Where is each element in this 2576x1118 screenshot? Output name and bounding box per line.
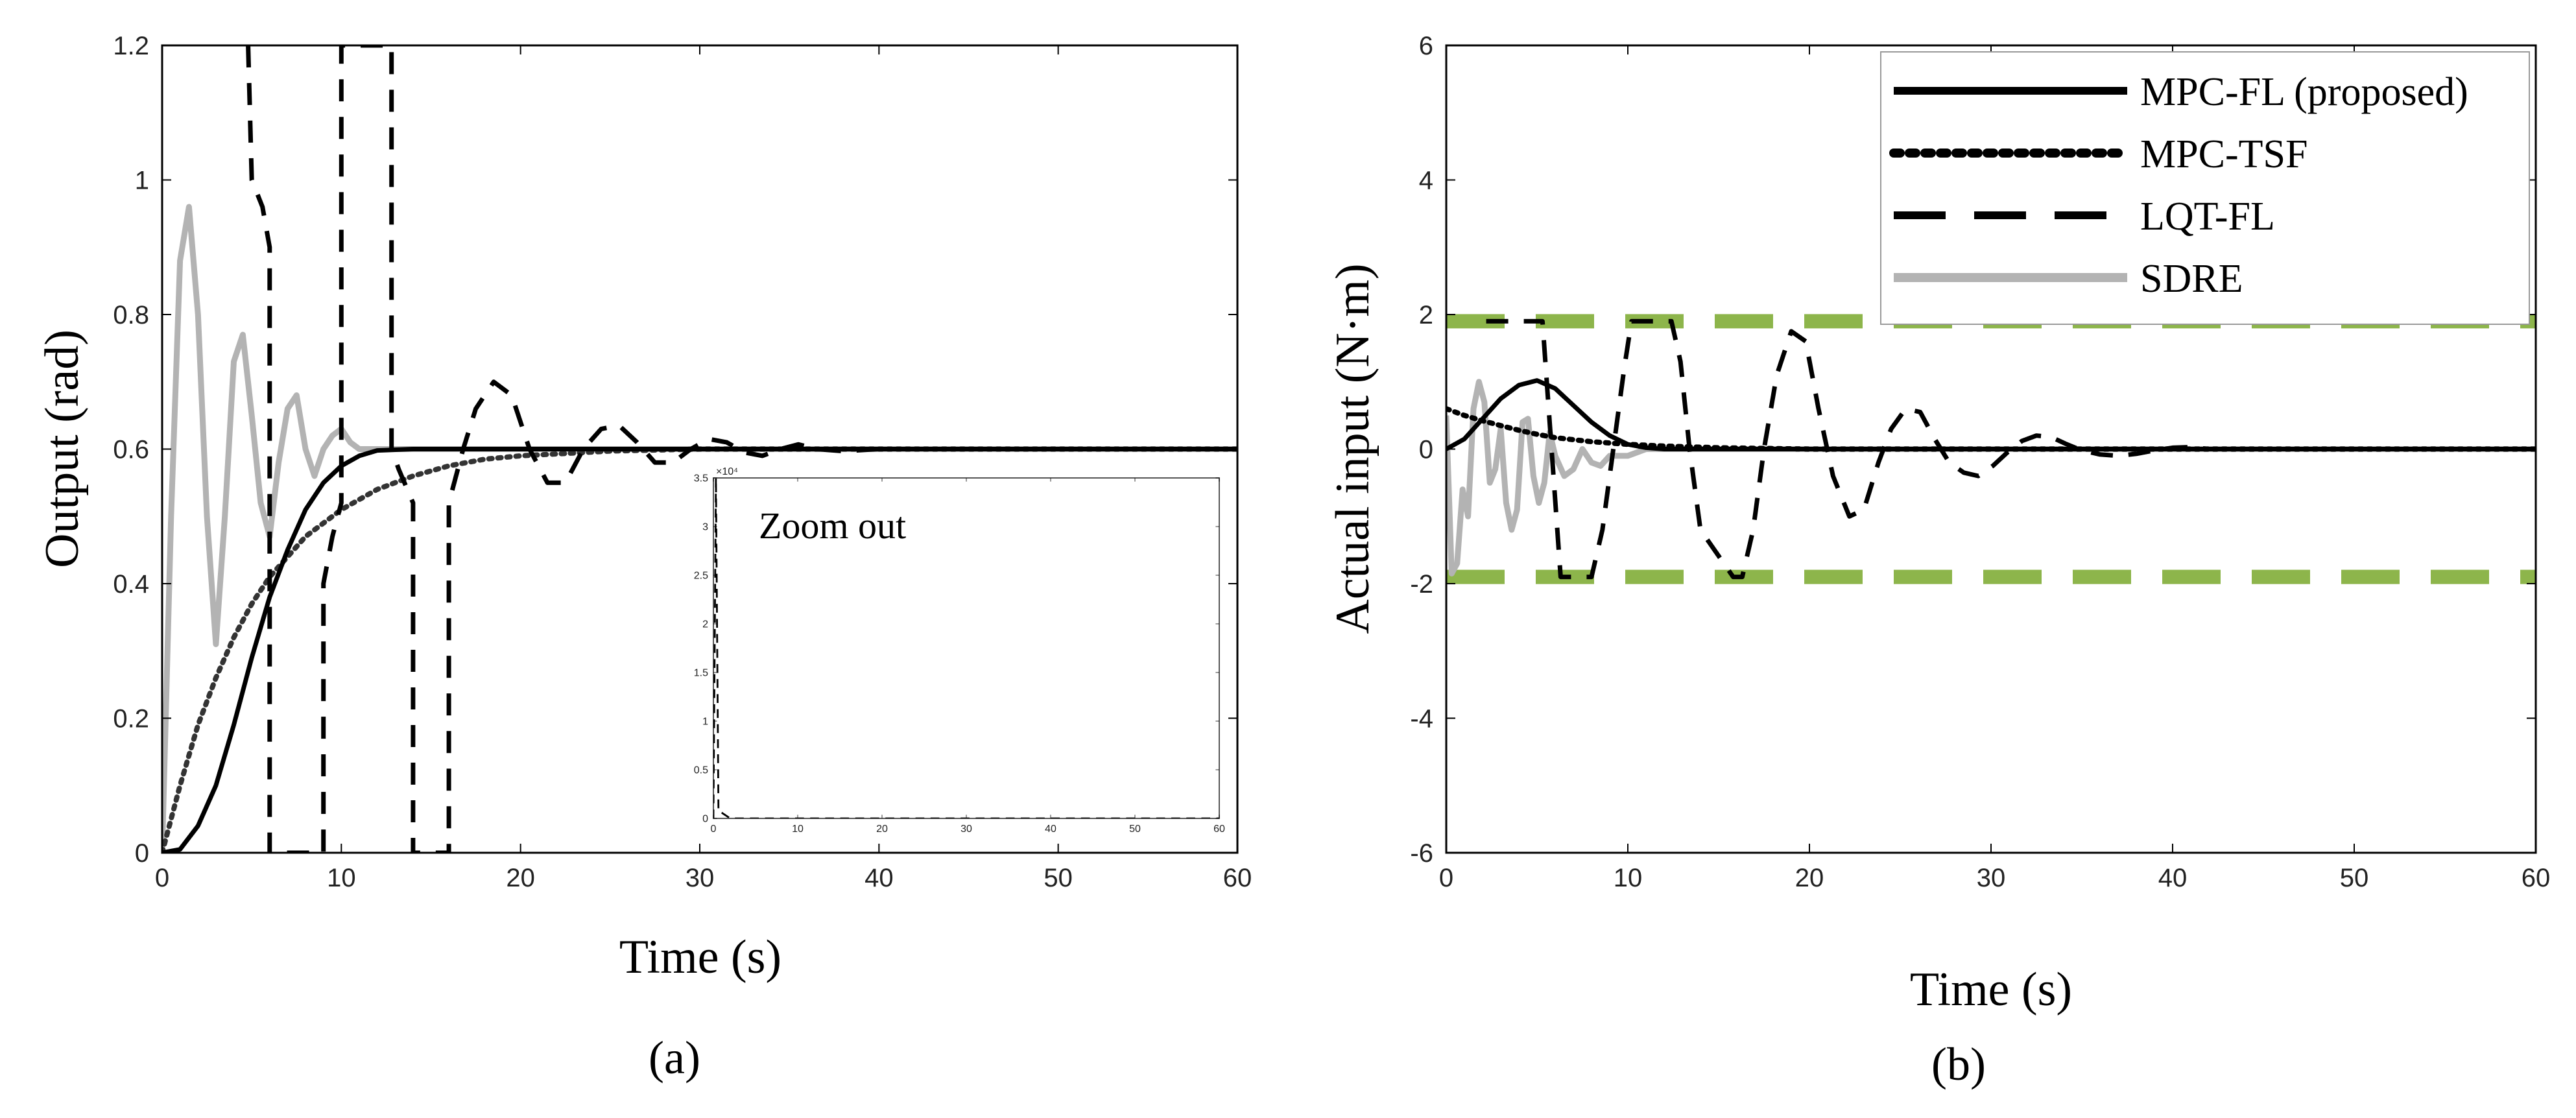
- inset-ticks: 0 10 20 30 40 50 60 0 0.5 1 1.5 2 2.5 3 3.5: [694, 473, 1225, 835]
- y-tick-label: -2: [1410, 570, 1433, 599]
- inset-label: Zoom out: [759, 505, 906, 547]
- y-tick-label: 0.8: [113, 301, 149, 329]
- inset-series: [713, 478, 1219, 818]
- y-tick-label: 2: [1419, 301, 1433, 329]
- x-tick-label: 60: [2522, 864, 2551, 892]
- chart-b-ylabel: Actual input (N·m): [1326, 263, 1379, 634]
- x-tick-label: 0: [711, 824, 717, 835]
- y-tick-label: -4: [1410, 705, 1433, 733]
- y-tick-label: 0: [135, 839, 149, 868]
- y-tick-label: 0.2: [113, 705, 149, 733]
- x-tick-label: 30: [1977, 864, 2006, 892]
- series-line-lqt-fl: [1486, 318, 2536, 580]
- y-tick-label: 0: [702, 814, 708, 825]
- y-tick-label: 1.5: [694, 668, 708, 679]
- legend-label: LQT-FL: [2140, 195, 2275, 239]
- x-tick-label: 40: [865, 864, 894, 892]
- inset-exponent: ×10⁴: [716, 466, 738, 477]
- x-tick-label: 20: [1795, 864, 1824, 892]
- x-tick-label: 10: [327, 864, 356, 892]
- x-tick-label: 60: [1213, 824, 1225, 835]
- y-tick-label: 2.5: [694, 571, 708, 582]
- x-tick-label: 20: [506, 864, 535, 892]
- y-tick-label: 3: [702, 522, 708, 533]
- chart-b-caption: (b): [1931, 1038, 1986, 1090]
- x-tick-label: 40: [2158, 864, 2188, 892]
- x-tick-label: 20: [876, 824, 888, 835]
- legend-label: MPC-FL (proposed): [2140, 70, 2468, 114]
- series-line-sdre: [1446, 379, 2536, 577]
- x-tick-label: 30: [686, 864, 715, 892]
- y-tick-label: 4: [1419, 167, 1433, 195]
- series-line-lqt-fl: [713, 478, 1219, 818]
- series-line-mpc-tsf: [1446, 406, 2536, 452]
- chart-a-inset: 0 10 20 30 40 50 60 0 0.5 1 1.5 2 2.5 3 3.5 ×10⁴ Zoom …: [694, 466, 1225, 835]
- x-tick-label: 60: [1223, 864, 1252, 892]
- x-tick-label: 40: [1045, 824, 1056, 835]
- y-tick-label: 0: [1419, 436, 1433, 464]
- y-tick-label: 0.4: [113, 570, 149, 599]
- series-line-lqt-fl: [246, 45, 1237, 853]
- chart-a-xlabel: Time (s): [619, 931, 781, 984]
- legend-label: MPC-TSF: [2140, 132, 2308, 176]
- y-tick-label: 6: [1419, 32, 1433, 60]
- legend-label: SDRE: [2140, 257, 2243, 301]
- chart-b: 0 10 20 30 40 50 60 -6 -4 -2 0 2 4 6 MPC-FL (proposed…: [1326, 32, 2550, 1090]
- x-tick-label: 10: [1614, 864, 1643, 892]
- chart-a-caption: (a): [649, 1032, 700, 1084]
- y-tick-label: 3.5: [694, 473, 708, 484]
- y-tick-label: 1.2: [113, 32, 149, 60]
- y-tick-label: 2: [702, 619, 708, 630]
- y-tick-label: 1: [135, 167, 149, 195]
- legend-items: MPC-FL (proposed) MPC-TSF LQT-FL SDRE: [1889, 70, 2468, 301]
- x-tick-label: 50: [2340, 864, 2369, 892]
- y-tick-label: 0.5: [694, 765, 708, 776]
- inset-background: [713, 477, 1220, 819]
- series-line-mpc-fl-proposed: [1446, 378, 2536, 451]
- chart-a-series: [162, 45, 1237, 853]
- series-line-mpc-fl-proposed: [162, 447, 1237, 853]
- chart-b-legend: MPC-FL (proposed) MPC-TSF LQT-FL SDRE: [1880, 51, 2530, 325]
- x-tick-label: 0: [1439, 864, 1453, 892]
- chart-b-ticks: 0 10 20 30 40 50 60 -6 -4 -2 0 2 4 6: [1410, 32, 2550, 892]
- x-tick-label: 50: [1044, 864, 1073, 892]
- chart-a-ylabel: Output (rad): [36, 329, 89, 568]
- x-tick-label: 10: [792, 824, 804, 835]
- y-tick-label: 1: [702, 717, 708, 728]
- x-tick-label: 50: [1129, 824, 1141, 835]
- x-tick-label: 30: [960, 824, 972, 835]
- chart-b-series: [1446, 318, 2536, 580]
- y-tick-label: 0.6: [113, 436, 149, 464]
- x-tick-label: 0: [155, 864, 169, 892]
- y-tick-label: -6: [1410, 839, 1433, 868]
- chart-b-xlabel: Time (s): [1910, 963, 2072, 1016]
